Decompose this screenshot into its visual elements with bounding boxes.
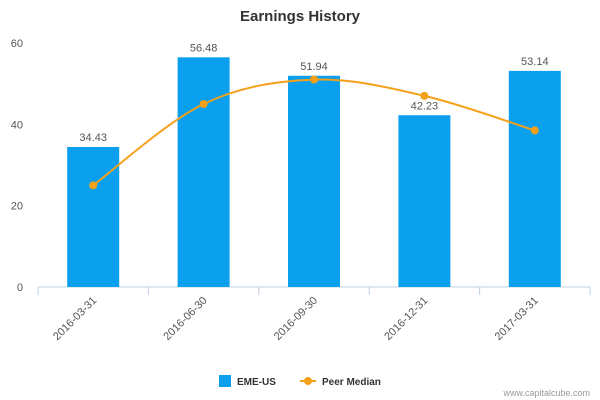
legend: EME-US Peer Median [219,375,381,388]
bar[interactable] [67,146,120,287]
bar[interactable] [398,115,451,287]
legend-marker-peer-median [304,377,312,385]
data-label: 34.43 [79,132,107,144]
data-label: 51.94 [300,61,328,73]
peer-median-point[interactable] [199,100,208,108]
peer-median-point[interactable] [89,181,98,190]
bar-series [67,57,561,287]
peer-median-point[interactable] [310,75,318,84]
y-tick-label: 0 [17,282,23,294]
bar[interactable] [177,57,230,287]
legend-label-peer-median[interactable]: Peer Median [322,377,381,388]
data-label: 56.48 [190,42,218,54]
data-label: 42.23 [411,100,439,112]
chart-title: Earnings History [240,8,361,25]
peer-median-point[interactable] [420,91,429,100]
y-tick-label: 60 [11,38,23,50]
data-label: 53.14 [521,56,549,68]
legend-swatch-eme-us [219,375,231,387]
legend-label-eme-us[interactable]: EME-US [237,377,276,388]
bar[interactable] [288,75,340,287]
x-tick-label: 2016-09-30 [272,295,320,343]
source-credit: www.capitalcube.com [502,388,590,398]
x-tick-label: 2016-03-31 [51,295,99,343]
bar[interactable] [508,70,561,287]
x-tick-label: 2016-12-31 [382,295,430,343]
x-axis: 2016-03-31 2016-06-30 2016-09-30 2016-12-31… [37,287,591,343]
x-tick-label: 2016-06-30 [161,295,209,343]
peer-median-point[interactable] [530,126,539,135]
x-tick-label: 2017-03-31 [493,295,541,343]
data-labels: 34.43 56.48 51.94 42.23 53.14 [79,42,548,144]
peer-median-points [89,75,539,190]
y-tick-label: 20 [11,201,23,213]
y-axis: 0 20 40 60 [11,38,23,294]
y-tick-label: 40 [11,119,23,131]
